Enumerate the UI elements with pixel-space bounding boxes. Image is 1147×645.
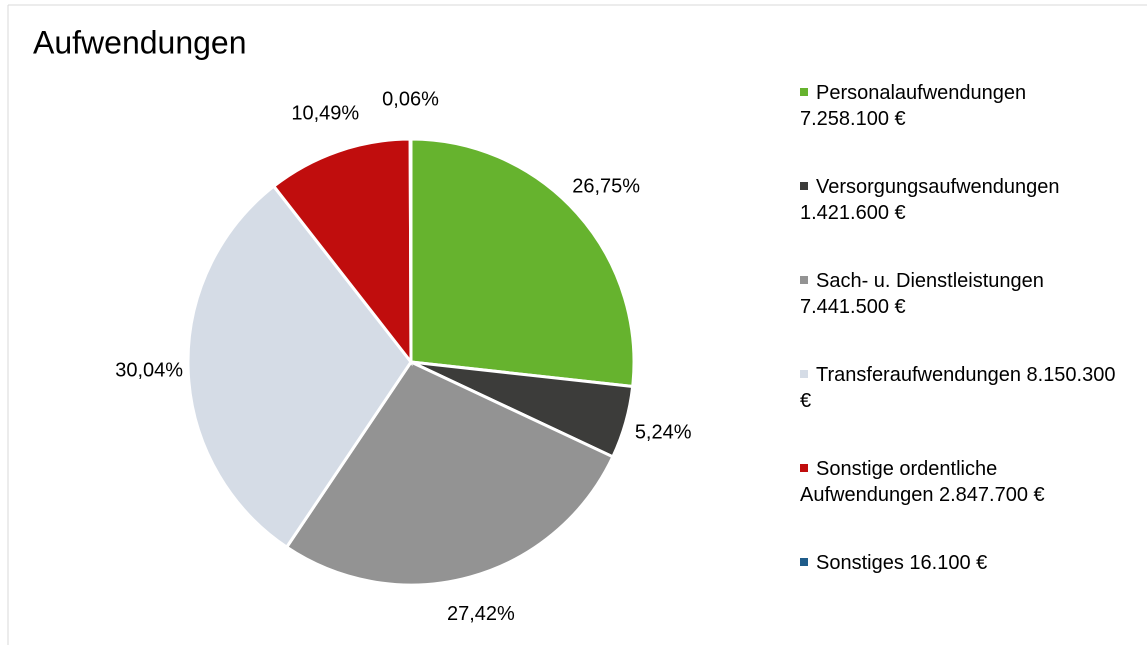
pie-slice [409, 137, 636, 389]
legend-swatch [800, 275, 808, 284]
legend-label: Versorgungsaufwendungen 1.421.600 € [800, 176, 1060, 224]
legend-swatch [800, 463, 808, 472]
legend-swatch [800, 181, 808, 190]
legend-label: Sonstige ordentliche Aufwendungen 2.847.… [800, 458, 1045, 506]
data-label: 0,06% [382, 88, 439, 110]
data-label: 5,24% [635, 421, 692, 443]
chart-title: Aufwendungen [33, 24, 247, 60]
data-label: 30,04% [115, 360, 183, 382]
legend-label: Transferaufwendungen 8.150.300 € [800, 364, 1116, 412]
data-label: 27,42% [447, 603, 515, 625]
legend-label: Sach- u. Dienstleistungen 7.441.500 € [800, 270, 1044, 318]
legend-swatch [800, 369, 808, 378]
legend-swatch [800, 557, 808, 566]
data-label: 10,49% [291, 103, 359, 125]
legend-item: Transferaufwendungen 8.150.300 € [800, 362, 1120, 414]
legend-item: Sach- u. Dienstleistungen 7.441.500 € [800, 268, 1120, 320]
pie-slice [408, 137, 413, 363]
legend-label: Sonstiges 16.100 € [816, 552, 988, 574]
pie-slice [271, 137, 413, 367]
pie-slice [186, 184, 413, 550]
legend-swatch [800, 87, 808, 96]
legend-label: Personalaufwendungen 7.258.100 € [800, 82, 1027, 130]
legend-item: Sonstiges 16.100 € [800, 550, 1120, 576]
legend-item: Versorgungsaufwendungen 1.421.600 € [800, 174, 1120, 226]
legend-item: Sonstige ordentliche Aufwendungen 2.847.… [800, 456, 1120, 508]
legend-item: Personalaufwendungen 7.258.100 € [800, 80, 1120, 132]
pie-slice [284, 360, 615, 587]
data-label: 26,75% [572, 175, 640, 197]
